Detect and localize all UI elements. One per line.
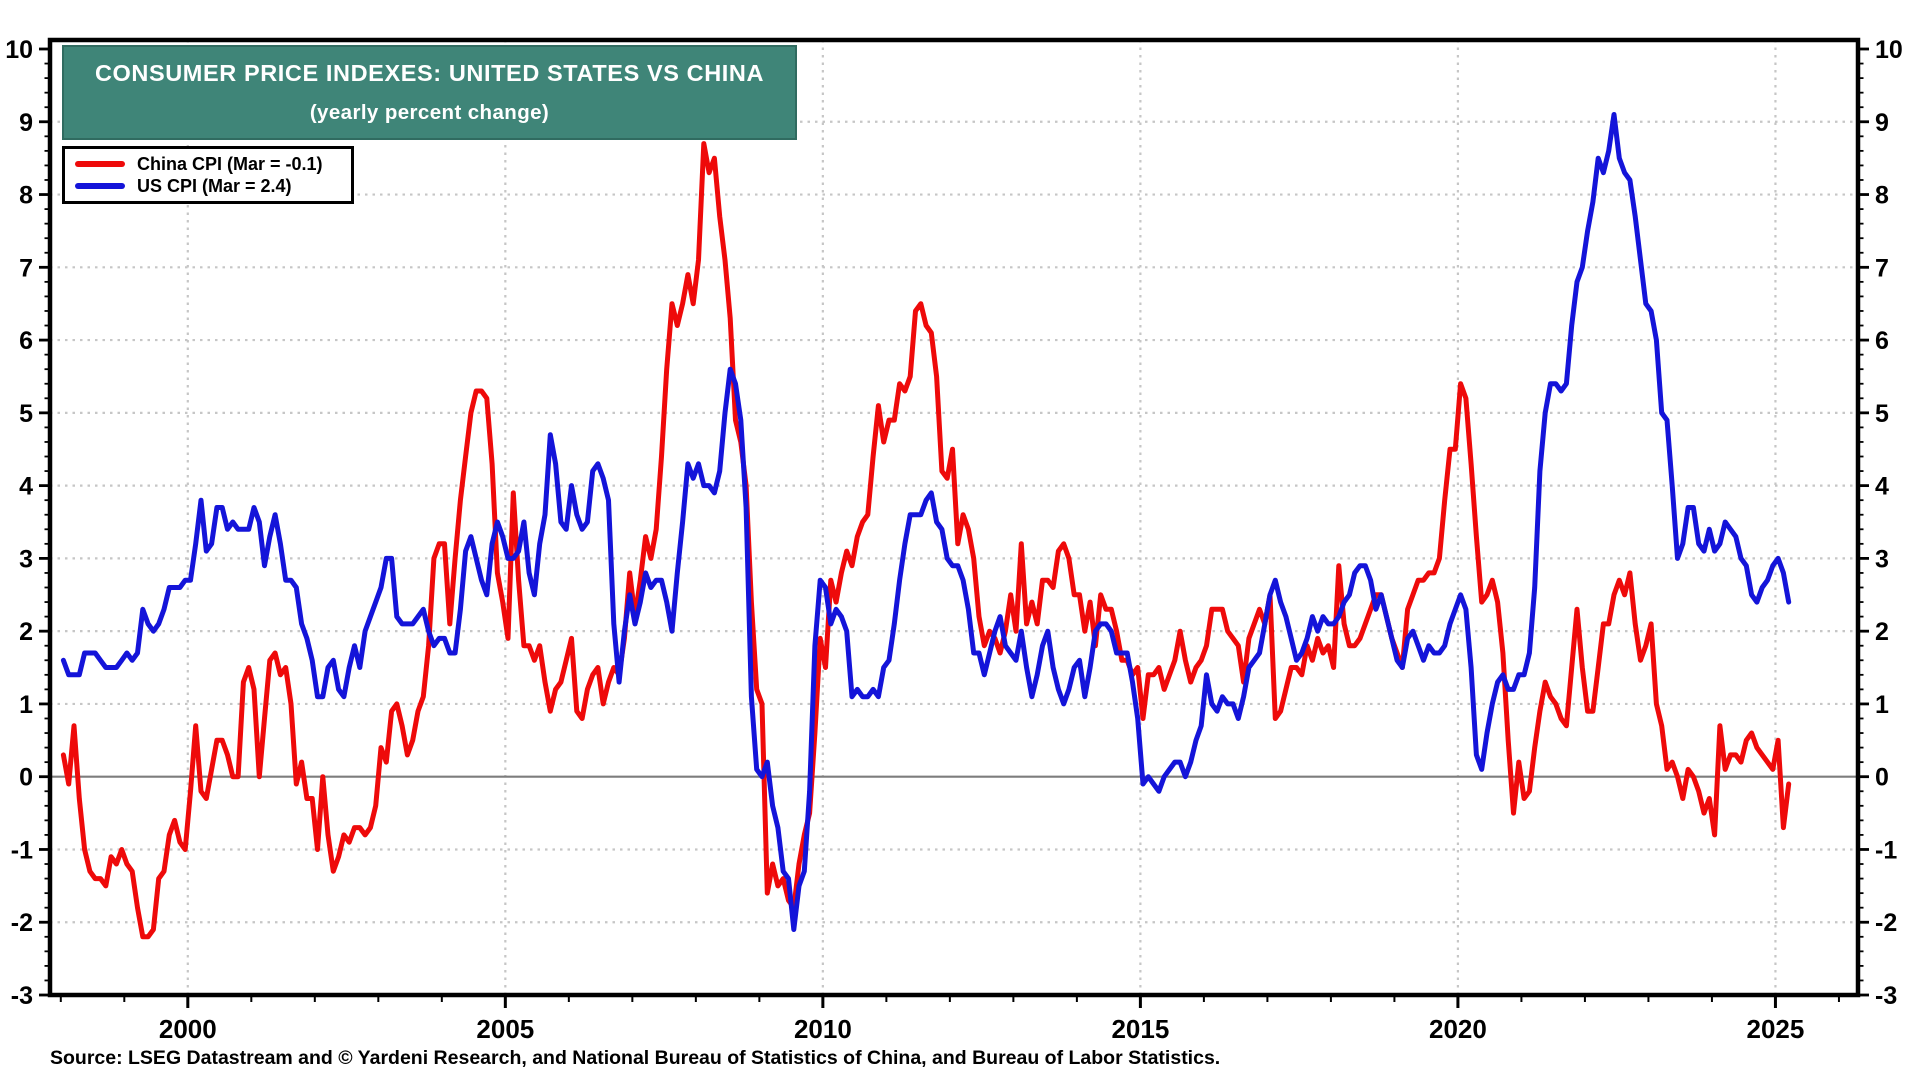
chart-title-banner: CONSUMER PRICE INDEXES: UNITED STATES VS… xyxy=(62,45,797,140)
y-axis-label-right: 6 xyxy=(1875,327,1889,355)
y-axis-label-right: 7 xyxy=(1875,254,1889,282)
chart-title: CONSUMER PRICE INDEXES: UNITED STATES VS… xyxy=(94,60,765,87)
china-cpi-line xyxy=(60,141,1792,940)
y-axis-label-right: 3 xyxy=(1875,545,1889,573)
y-axis-label-left: -3 xyxy=(11,982,33,1010)
y-axis-label-left: -2 xyxy=(11,909,33,937)
y-axis-label-left: -1 xyxy=(11,836,33,864)
us-cpi-line xyxy=(60,112,1792,932)
y-axis-label-right: 2 xyxy=(1875,618,1889,646)
legend-item-us: US CPI (Mar = 2.4) xyxy=(75,177,341,195)
x-axis-year-label: 2005 xyxy=(476,1014,534,1044)
legend-item-china: China CPI (Mar = -0.1) xyxy=(75,155,341,173)
y-axis-label-right: -1 xyxy=(1875,836,1897,864)
plot-border xyxy=(47,37,1861,998)
y-axis-label-right: 8 xyxy=(1875,182,1889,210)
x-axis-year-label: 2020 xyxy=(1429,1014,1487,1044)
y-axis-label-left: 1 xyxy=(19,691,33,719)
y-axis-label-right: 0 xyxy=(1875,764,1889,792)
y-axis-label-left: 9 xyxy=(19,109,33,137)
source-caption: Source: LSEG Datastream and © Yardeni Re… xyxy=(50,1047,1221,1069)
y-axis-label-right: 1 xyxy=(1875,691,1889,719)
china-line-swatch xyxy=(75,161,125,168)
y-axis-label-left: 2 xyxy=(19,618,33,646)
us-line-swatch xyxy=(75,182,125,189)
y-axis-label-left: 8 xyxy=(19,182,33,210)
y-axis-label-left: 4 xyxy=(19,473,33,501)
y-axis-label-right: 4 xyxy=(1875,473,1889,501)
y-axis-label-left: 5 xyxy=(19,400,33,428)
y-axis-label-right: -3 xyxy=(1875,982,1897,1010)
x-axis-year-label: 2015 xyxy=(1111,1014,1169,1044)
y-axis-label-left: 7 xyxy=(19,254,33,282)
chart-subtitle: (yearly percent change) xyxy=(309,100,550,124)
y-axis-label-left: 10 xyxy=(5,36,33,64)
y-axis-label-right: 10 xyxy=(1875,36,1903,64)
y-axis-label-right: 5 xyxy=(1875,400,1889,428)
y-axis-label-left: 3 xyxy=(19,545,33,573)
y-axis-label-right: -2 xyxy=(1875,909,1897,937)
y-axis-label-right: 9 xyxy=(1875,109,1889,137)
x-axis-year-label: 2025 xyxy=(1747,1014,1805,1044)
y-axis-label-left: 0 xyxy=(19,764,33,792)
legend-label-us: US CPI (Mar = 2.4) xyxy=(137,175,292,196)
x-axis-year-label: 2010 xyxy=(794,1014,852,1044)
legend: China CPI (Mar = -0.1) US CPI (Mar = 2.4… xyxy=(62,146,354,204)
plot-area: -3 -3 -2 -2 -1 -1 0 0 1 1 2 2 3 3 4 4 5 5 6 6 7 7 8 8 9 9 10 10 2000… xyxy=(5,36,1903,1044)
x-axis-year-label: 2000 xyxy=(159,1014,217,1044)
legend-label-china: China CPI (Mar = -0.1) xyxy=(137,154,323,175)
y-axis-label-left: 6 xyxy=(19,327,33,355)
